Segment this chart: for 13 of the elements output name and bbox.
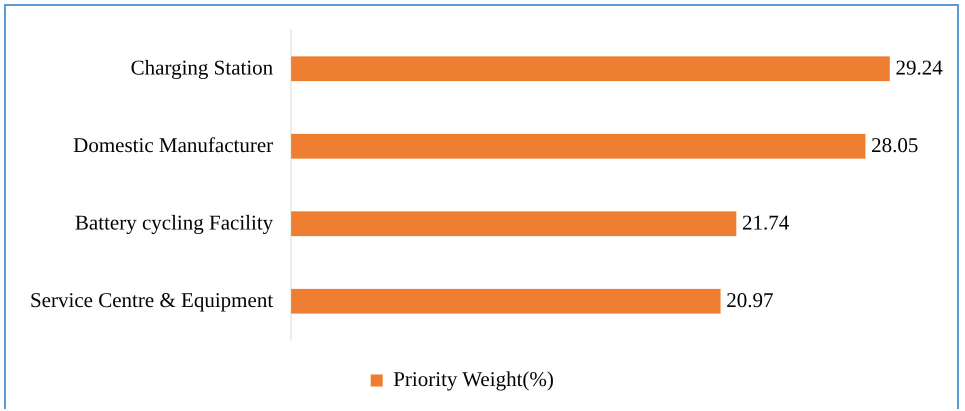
bar (291, 211, 736, 236)
y-tick-label: Charging Station (130, 55, 274, 80)
data-label: 20.97 (726, 288, 774, 312)
y-tick-label: Battery cycling Facility (74, 210, 274, 234)
bar (291, 56, 890, 82)
bar (291, 288, 721, 314)
data-label: 29.24 (895, 55, 944, 80)
data-label: 28.05 (871, 132, 918, 157)
bar (291, 134, 866, 159)
data-label: 21.74 (742, 210, 790, 234)
legend-label: Priority Weight(%) (393, 367, 554, 392)
y-tick-label: Domestic Manufacturer (73, 132, 274, 157)
y-tick-label: Service Centre & Equipment (30, 288, 274, 312)
